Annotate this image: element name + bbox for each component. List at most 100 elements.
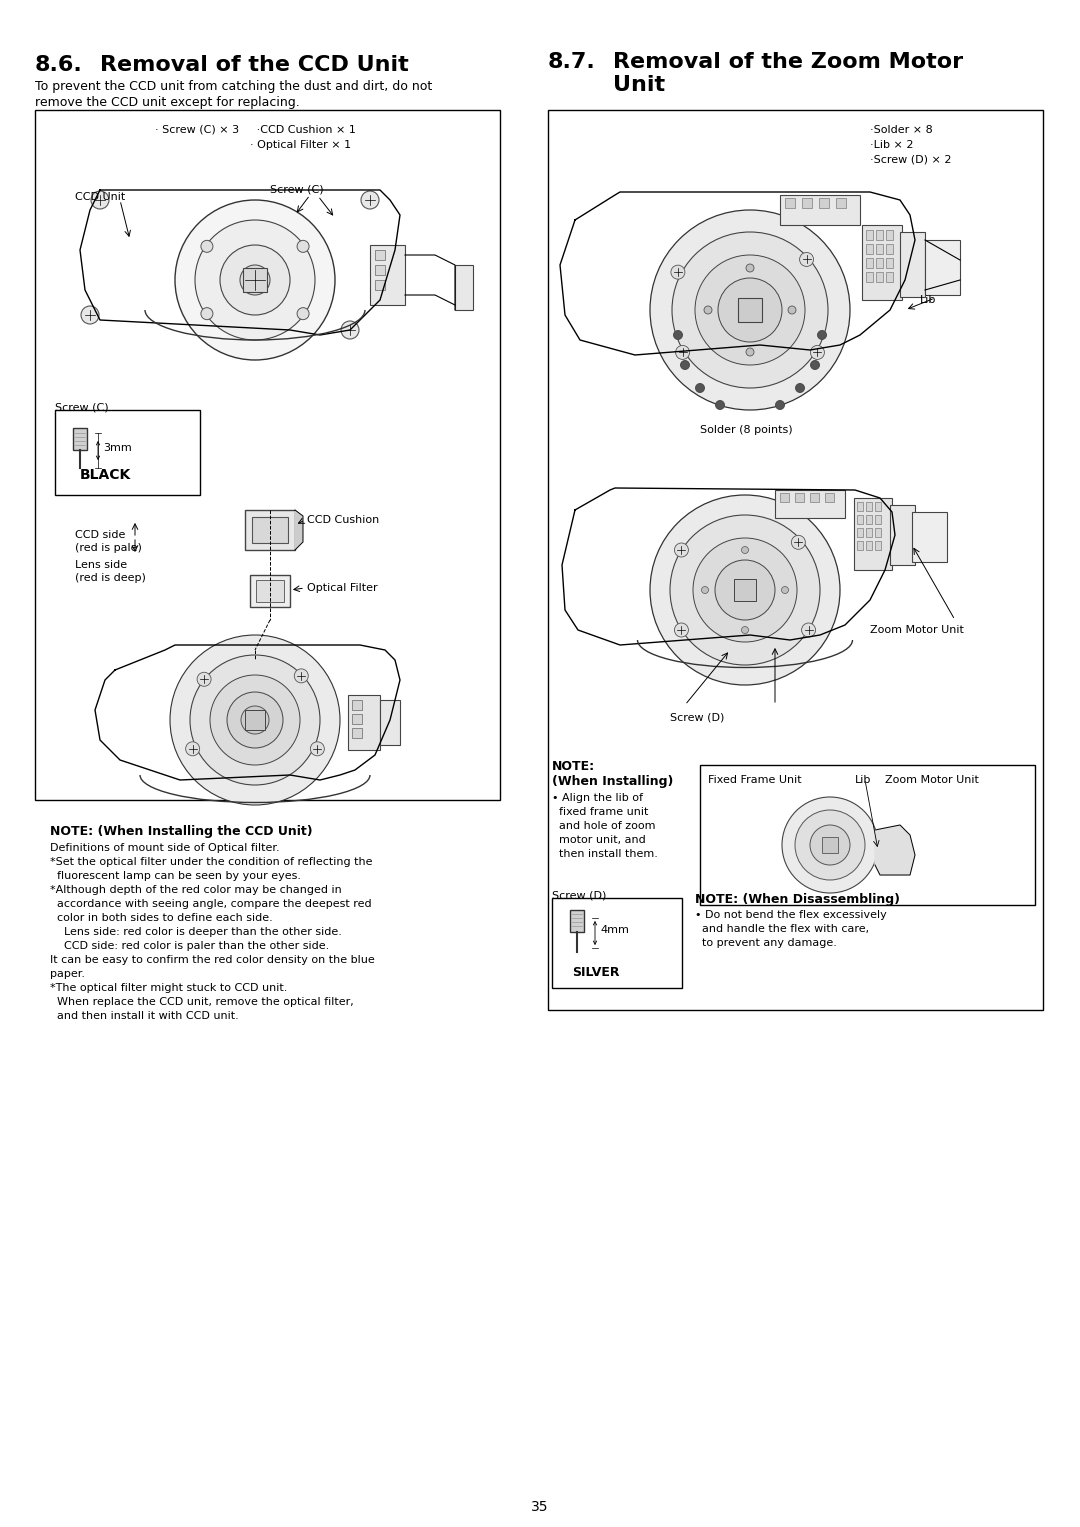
Bar xyxy=(822,837,838,854)
Circle shape xyxy=(197,672,211,686)
Text: fluorescent lamp can be seen by your eyes.: fluorescent lamp can be seen by your eye… xyxy=(50,870,301,881)
Text: and handle the flex with care,: and handle the flex with care, xyxy=(696,924,869,935)
Bar xyxy=(370,244,405,305)
Bar xyxy=(252,518,288,544)
Polygon shape xyxy=(95,644,400,780)
Bar xyxy=(866,244,873,253)
Bar xyxy=(249,576,291,608)
Bar xyxy=(802,199,812,208)
Bar xyxy=(876,272,883,282)
Circle shape xyxy=(361,191,379,209)
Bar xyxy=(866,541,872,550)
Text: motor unit, and: motor unit, and xyxy=(552,835,646,844)
Bar xyxy=(875,541,881,550)
Bar xyxy=(352,699,362,710)
Circle shape xyxy=(788,305,796,315)
Bar xyxy=(570,910,584,931)
Circle shape xyxy=(241,705,269,734)
Circle shape xyxy=(715,560,775,620)
Bar xyxy=(73,428,87,450)
Text: Screw (D): Screw (D) xyxy=(552,890,606,899)
Bar xyxy=(858,515,863,524)
Circle shape xyxy=(670,515,820,664)
Circle shape xyxy=(175,200,335,360)
Text: and hole of zoom: and hole of zoom xyxy=(552,822,656,831)
Circle shape xyxy=(693,538,797,641)
Bar xyxy=(876,244,883,253)
Text: then install them.: then install them. xyxy=(552,849,658,860)
Bar xyxy=(352,715,362,724)
Circle shape xyxy=(210,675,300,765)
Text: (red is deep): (red is deep) xyxy=(75,573,146,583)
Circle shape xyxy=(227,692,283,748)
Circle shape xyxy=(81,305,99,324)
Bar xyxy=(375,250,384,260)
Bar xyxy=(875,502,881,512)
Text: Lens side: red color is deeper than the other side.: Lens side: red color is deeper than the … xyxy=(50,927,342,938)
Bar xyxy=(780,493,789,502)
Circle shape xyxy=(341,321,359,339)
Text: NOTE: (When Disassembling): NOTE: (When Disassembling) xyxy=(696,893,900,906)
Circle shape xyxy=(297,307,309,319)
Text: ·Screw (D) × 2: ·Screw (D) × 2 xyxy=(870,156,951,165)
Text: Solder (8 points): Solder (8 points) xyxy=(700,425,793,435)
Text: NOTE: (When Installing the CCD Unit): NOTE: (When Installing the CCD Unit) xyxy=(50,825,312,838)
Bar xyxy=(825,493,834,502)
Circle shape xyxy=(704,305,712,315)
Circle shape xyxy=(782,586,788,594)
Circle shape xyxy=(170,635,340,805)
Circle shape xyxy=(715,400,725,409)
Circle shape xyxy=(799,252,813,266)
Circle shape xyxy=(742,626,748,634)
Bar xyxy=(876,258,883,269)
Text: Removal of the CCD Unit: Removal of the CCD Unit xyxy=(100,55,408,75)
Circle shape xyxy=(220,244,291,315)
Bar xyxy=(890,505,915,565)
Text: When replace the CCD unit, remove the optical filter,: When replace the CCD unit, remove the op… xyxy=(50,997,354,1006)
Circle shape xyxy=(792,536,806,550)
Text: fixed frame unit: fixed frame unit xyxy=(552,806,648,817)
Bar xyxy=(858,502,863,512)
Circle shape xyxy=(674,330,683,339)
Circle shape xyxy=(310,742,324,756)
Text: to prevent any damage.: to prevent any damage. xyxy=(696,938,837,948)
Bar xyxy=(862,224,902,299)
Bar xyxy=(245,510,295,550)
Circle shape xyxy=(671,266,685,279)
Text: paper.: paper. xyxy=(50,970,85,979)
Text: 8.7.: 8.7. xyxy=(548,52,596,72)
Bar xyxy=(738,298,762,322)
Circle shape xyxy=(190,655,320,785)
Circle shape xyxy=(201,307,213,319)
Bar xyxy=(836,199,846,208)
Bar xyxy=(866,258,873,269)
Circle shape xyxy=(696,255,805,365)
Bar xyxy=(886,258,893,269)
Text: Optical Filter: Optical Filter xyxy=(307,583,378,592)
Bar xyxy=(785,199,795,208)
Bar xyxy=(866,515,872,524)
Text: *The optical filter might stuck to CCD unit.: *The optical filter might stuck to CCD u… xyxy=(50,983,287,993)
Circle shape xyxy=(746,264,754,272)
Text: SILVER: SILVER xyxy=(572,967,620,979)
Circle shape xyxy=(195,220,315,341)
Text: CCD Unit: CCD Unit xyxy=(75,192,125,202)
Bar xyxy=(866,231,873,240)
Text: 8.6.: 8.6. xyxy=(35,55,83,75)
Bar xyxy=(858,541,863,550)
Circle shape xyxy=(782,797,878,893)
Text: remove the CCD unit except for replacing.: remove the CCD unit except for replacing… xyxy=(35,96,300,108)
Text: CCD side: CCD side xyxy=(75,530,125,541)
Text: 3mm: 3mm xyxy=(103,443,132,454)
Bar xyxy=(886,272,893,282)
Circle shape xyxy=(746,348,754,356)
Bar xyxy=(866,272,873,282)
Circle shape xyxy=(796,383,805,392)
Text: accordance with seeing angle, compare the deepest red: accordance with seeing angle, compare th… xyxy=(50,899,372,909)
Bar xyxy=(875,528,881,538)
Circle shape xyxy=(650,211,850,411)
Circle shape xyxy=(775,400,784,409)
Bar xyxy=(700,765,1035,906)
Circle shape xyxy=(680,360,689,370)
Bar xyxy=(858,528,863,538)
